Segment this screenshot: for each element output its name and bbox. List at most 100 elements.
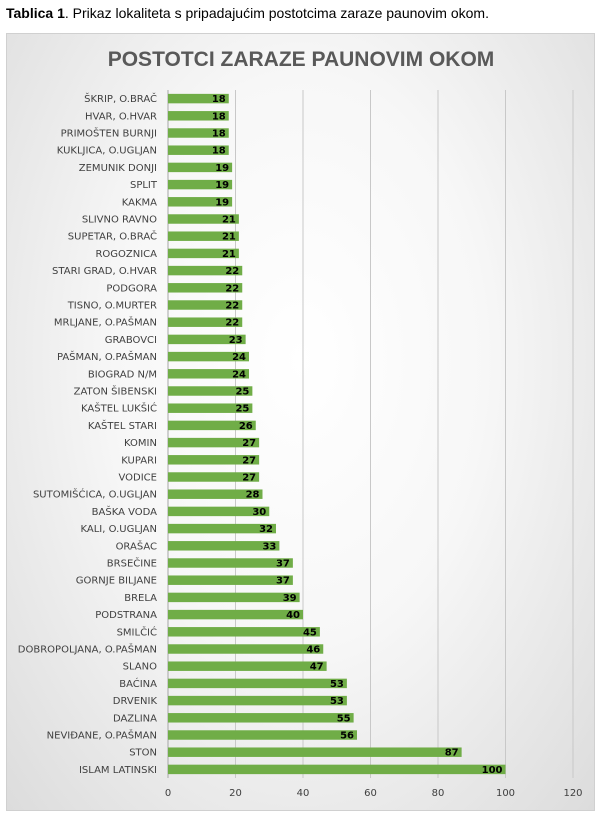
data-label: 39 — [283, 593, 297, 604]
x-axis-ticks: 0 20 40 60 80 100 120 — [165, 788, 583, 799]
category-label: KALI, O.UGLJAN — [81, 524, 157, 535]
category-label: KAŠTEL LUKŠIĆ — [81, 402, 157, 415]
category-label: VODICE — [119, 473, 158, 484]
category-label: BRSEČINE — [107, 557, 157, 570]
data-label: 55 — [337, 713, 351, 724]
caption-text: . Prikaz lokaliteta s pripadajućim posto… — [64, 5, 489, 21]
bar — [168, 695, 347, 706]
category-label: ZEMUNIK DONJI — [79, 163, 157, 174]
bar — [168, 609, 303, 620]
bar — [168, 764, 506, 775]
data-label: 87 — [445, 748, 459, 759]
category-label: PODSTRANA — [95, 610, 157, 621]
bars: 18 18 18 18 19 19 19 21 21 21 22 22 22 22 23 24 24 25 25 26… — [168, 93, 506, 776]
category-label: BRELA — [124, 593, 157, 604]
caption-bold: Tablica 1 — [6, 5, 65, 21]
category-label: KUPARI — [121, 455, 157, 466]
category-label: ROGOZNICA — [95, 249, 157, 260]
category-label: HVAR, O.HVAR — [85, 111, 157, 122]
bar — [168, 472, 260, 482]
data-label: 56 — [340, 731, 354, 742]
bar — [168, 179, 233, 190]
category-label: SLIVNO RAVNO — [82, 215, 157, 226]
bar — [168, 403, 253, 413]
bar — [168, 231, 239, 241]
bar — [168, 265, 243, 276]
data-label: 21 — [222, 215, 236, 226]
bar — [168, 93, 229, 104]
data-label: 53 — [330, 679, 344, 690]
data-label: 33 — [262, 541, 276, 552]
bar — [168, 678, 347, 689]
bar — [168, 661, 327, 671]
category-label: KOMIN — [124, 438, 157, 449]
category-label: GRABOVCI — [105, 335, 157, 346]
bar — [168, 506, 270, 517]
bar — [168, 730, 357, 740]
data-label: 22 — [225, 266, 239, 277]
bar — [168, 541, 280, 551]
x-tick-label: 100 — [496, 788, 515, 799]
category-label: BIOGRAD N/M — [88, 369, 157, 380]
bar — [168, 455, 260, 465]
data-label: 27 — [242, 438, 256, 449]
category-label: SLANO — [123, 662, 157, 673]
data-label: 22 — [225, 283, 239, 294]
bar — [168, 713, 354, 723]
bar — [168, 558, 293, 568]
bar — [168, 627, 320, 637]
category-label: KAŠTEL STARI — [88, 419, 157, 432]
grid-lines — [167, 90, 574, 778]
x-tick-label: 20 — [229, 788, 242, 799]
data-label: 37 — [276, 576, 290, 587]
data-label: 100 — [482, 765, 503, 776]
data-label: 21 — [222, 232, 236, 243]
bar — [168, 489, 263, 499]
table-caption: Tablica 1. Prikaz lokaliteta s pripadaju… — [6, 5, 489, 21]
data-label: 18 — [212, 111, 226, 122]
data-label: 19 — [215, 163, 229, 174]
data-label: 45 — [303, 627, 317, 638]
bar — [168, 420, 256, 431]
bar — [168, 334, 246, 345]
category-label: PAŠMAN, O.PAŠMAN — [57, 350, 157, 363]
category-label: PODGORA — [106, 283, 157, 294]
category-label: TISNO, O.MURTER — [67, 301, 157, 312]
data-label: 18 — [212, 146, 226, 157]
data-label: 28 — [246, 490, 260, 501]
bar-chart: POSTOTCI ZARAZE PAUNOVIM OKOM 18 18 18 18 19… — [18, 48, 583, 799]
bar — [168, 214, 239, 224]
bar — [168, 747, 462, 757]
data-label: 25 — [235, 387, 249, 398]
bar — [168, 128, 229, 138]
bar — [168, 575, 293, 585]
bar — [168, 162, 233, 173]
data-label: 40 — [286, 610, 300, 621]
data-label: 24 — [232, 352, 246, 363]
category-label: NEVIĐANE, O.PAŠMAN — [47, 729, 157, 742]
category-labels: ŠKRIP, O.BRAČ HVAR, O.HVAR PRIMOŠTEN BURNJ… — [18, 92, 158, 776]
chart-container: POSTOTCI ZARAZE PAUNOVIM OKOM 18 18 18 18 19… — [6, 33, 595, 811]
bar — [168, 351, 249, 362]
bar — [168, 369, 249, 379]
data-label: 23 — [229, 335, 243, 346]
data-label: 19 — [215, 197, 229, 208]
category-label: GORNJE BILJANE — [76, 576, 157, 587]
category-label: DOBROPOLJANA, O.PAŠMAN — [18, 643, 157, 656]
category-label: MRLJANE, O.PAŠMAN — [54, 316, 157, 329]
data-label: 21 — [222, 249, 236, 260]
data-label: 26 — [239, 421, 253, 432]
category-label: DAZLINA — [113, 713, 157, 724]
category-label: STON — [129, 748, 157, 759]
category-label: SMILČIĆ — [117, 625, 157, 638]
x-tick-label: 80 — [432, 788, 445, 799]
data-label: 32 — [259, 524, 273, 535]
category-label: STARI GRAD, O.HVAR — [52, 266, 157, 277]
data-label: 37 — [276, 559, 290, 570]
category-label: DRVENIK — [113, 696, 158, 707]
data-label: 27 — [242, 473, 256, 484]
bar — [168, 300, 243, 310]
x-tick-label: 60 — [364, 788, 377, 799]
category-label: ORAŠAC — [116, 539, 157, 552]
data-label: 24 — [232, 369, 246, 380]
